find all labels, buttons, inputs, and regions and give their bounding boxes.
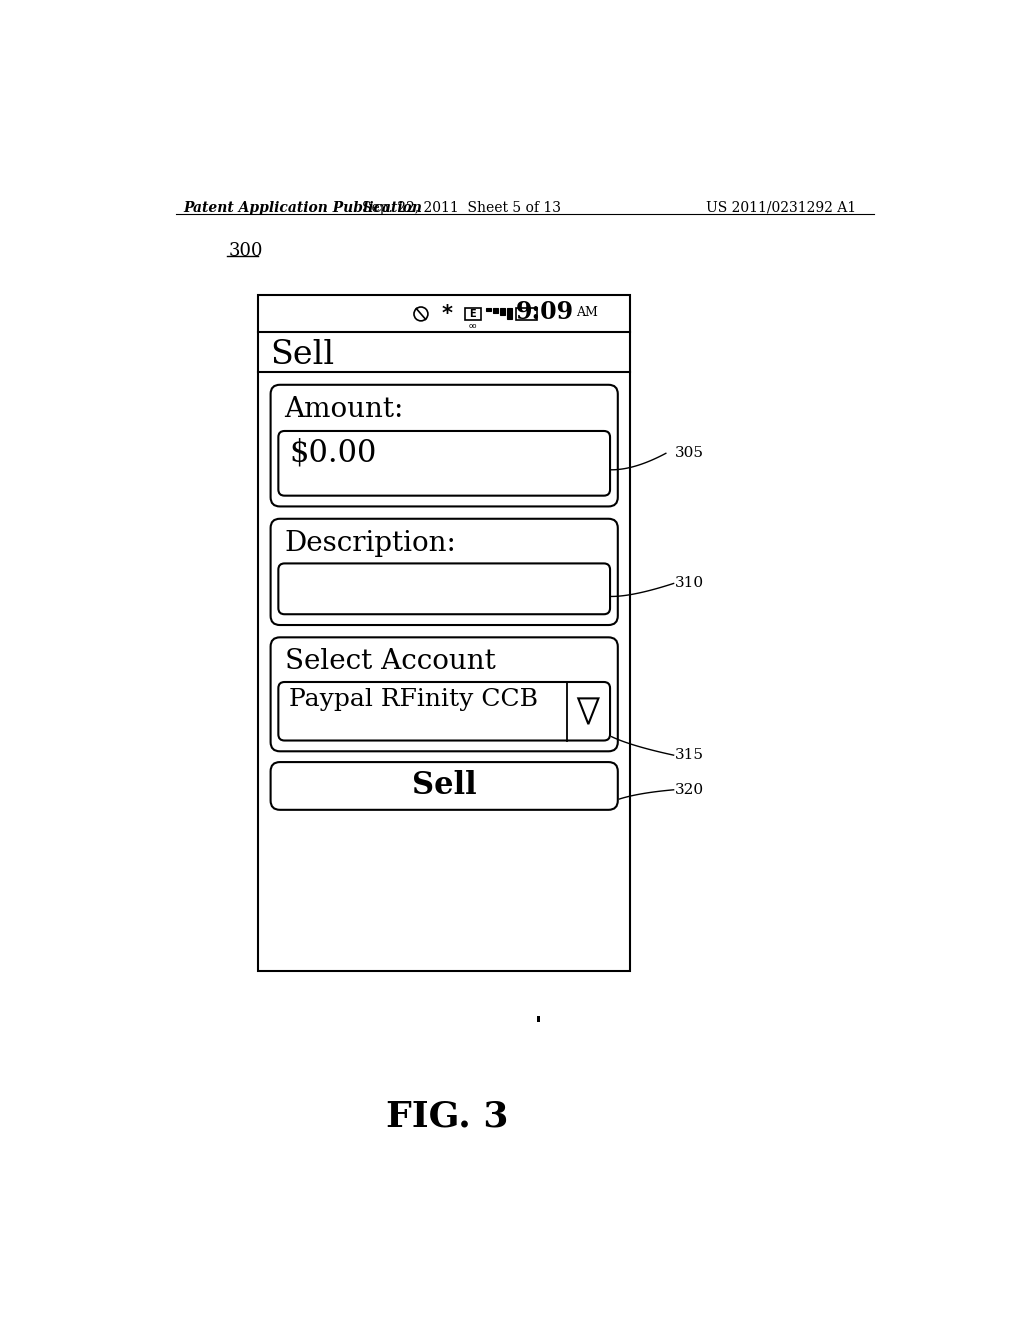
Text: 300: 300: [228, 242, 263, 260]
Text: E: E: [470, 309, 476, 319]
FancyBboxPatch shape: [279, 430, 610, 496]
FancyBboxPatch shape: [270, 638, 617, 751]
Text: $0.00: $0.00: [289, 437, 377, 469]
Text: US 2011/0231292 A1: US 2011/0231292 A1: [707, 201, 856, 215]
Text: *: *: [441, 304, 453, 323]
FancyBboxPatch shape: [270, 762, 617, 810]
Bar: [538, 1016, 540, 1022]
Bar: [507, 308, 512, 318]
Text: Paypal RFinity CCB: Paypal RFinity CCB: [289, 688, 539, 711]
Text: Description:: Description:: [285, 529, 457, 557]
Bar: [258, 296, 630, 970]
Text: Sell: Sell: [270, 339, 335, 371]
Text: Select Account: Select Account: [285, 648, 496, 675]
Text: FIG. 3: FIG. 3: [386, 1100, 509, 1134]
Text: 310: 310: [675, 577, 705, 590]
FancyBboxPatch shape: [270, 519, 617, 626]
Text: AM: AM: [575, 306, 598, 319]
Text: Patent Application Publication: Patent Application Publication: [183, 201, 423, 215]
Text: 305: 305: [675, 446, 705, 461]
FancyBboxPatch shape: [279, 682, 610, 741]
Polygon shape: [579, 698, 598, 725]
Text: 320: 320: [675, 783, 705, 797]
Text: Sep. 22, 2011  Sheet 5 of 13: Sep. 22, 2011 Sheet 5 of 13: [361, 201, 561, 215]
Text: 315: 315: [675, 748, 705, 762]
Bar: [500, 308, 505, 314]
Text: Amount:: Amount:: [285, 396, 403, 422]
Text: Sell: Sell: [412, 771, 476, 801]
FancyBboxPatch shape: [270, 385, 617, 507]
Bar: [465, 308, 480, 321]
Bar: [493, 308, 498, 313]
Text: oo: oo: [469, 323, 477, 329]
Bar: [515, 308, 538, 321]
Text: 9:09: 9:09: [515, 301, 573, 325]
Bar: [486, 308, 490, 312]
FancyBboxPatch shape: [279, 564, 610, 614]
